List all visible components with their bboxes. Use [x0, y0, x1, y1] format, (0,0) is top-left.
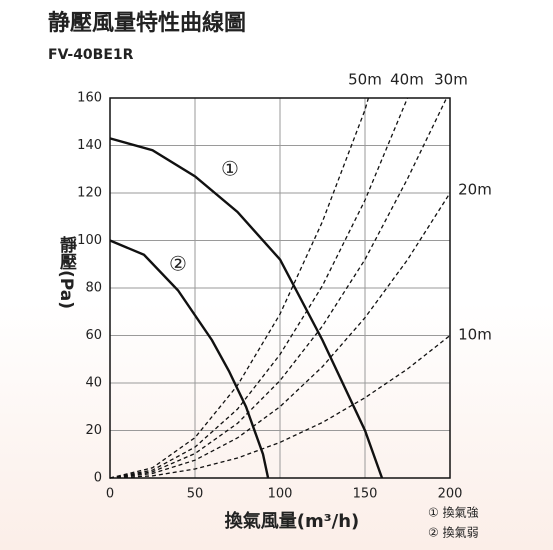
x-tick-label: 100 [268, 487, 293, 502]
series-label: 30m [434, 71, 468, 89]
y-tick-label: 20 [85, 423, 102, 438]
line-series [109, 239, 270, 479]
y-tick-label: 160 [77, 91, 102, 106]
y-tick-label: 140 [77, 138, 102, 153]
line-series [109, 137, 384, 479]
y-tick-label: 40 [85, 376, 102, 391]
series-label: 50m [348, 71, 382, 89]
legend-entry: ① 換氣強 [428, 506, 479, 520]
line-series [109, 97, 409, 479]
legend-entry: ② 換氣弱 [428, 526, 479, 540]
series-label: ① [221, 157, 239, 181]
series-label: 20m [458, 181, 492, 199]
x-axis-label: 換氣風量(m³/h) [225, 510, 359, 532]
series-label: ② [169, 252, 187, 276]
series-label: 10m [458, 326, 492, 344]
x-tick-label: 50 [187, 487, 204, 502]
line-series [109, 334, 451, 479]
y-tick-label: 80 [85, 281, 102, 296]
x-tick-label: 0 [106, 487, 114, 502]
line-series [109, 97, 370, 479]
plot-frame [109, 97, 451, 479]
line-series [109, 192, 451, 479]
series-label: 40m [390, 71, 424, 89]
x-tick-label: 150 [353, 487, 378, 502]
y-tick-label: 60 [85, 328, 102, 343]
y-tick-label: 120 [77, 186, 102, 201]
chart-title: 静壓風量特性曲線圖 [48, 10, 246, 36]
line-series [109, 97, 448, 479]
chart-subtitle: FV-40BE1R [48, 47, 134, 63]
y-tick-label: 100 [77, 233, 102, 248]
x-tick-label: 200 [438, 487, 463, 502]
y-axis-label: 靜壓(Pa) [56, 235, 77, 309]
y-tick-label: 0 [94, 471, 102, 486]
